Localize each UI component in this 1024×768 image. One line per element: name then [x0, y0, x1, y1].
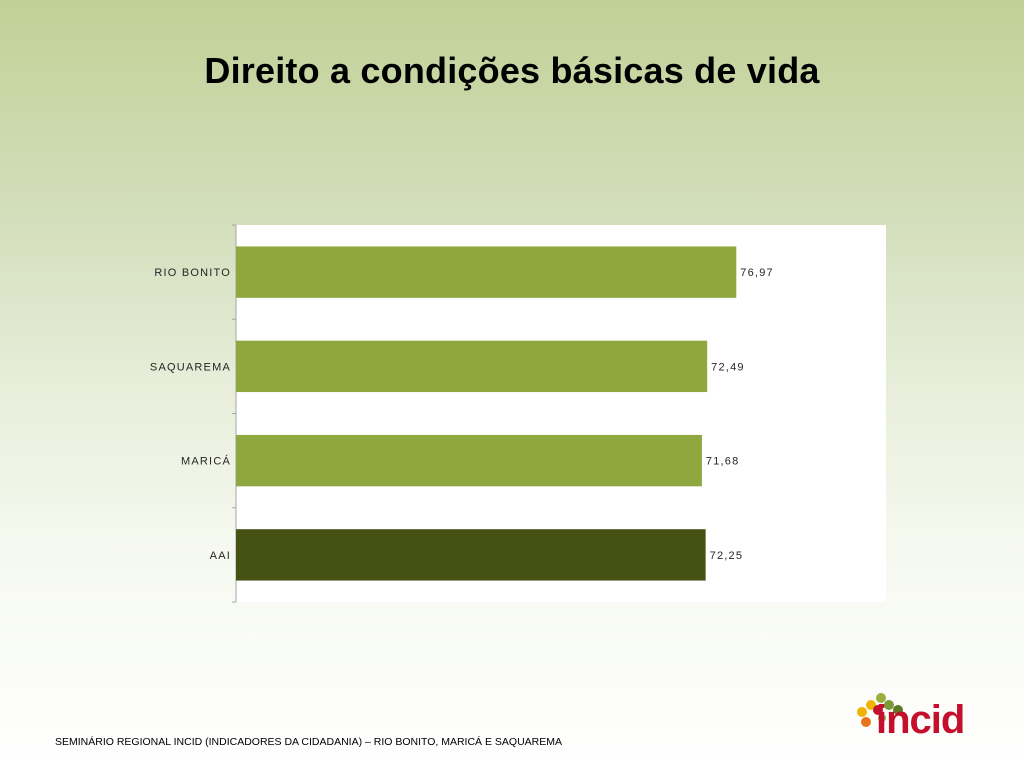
category-label: RIO BONITO: [154, 267, 231, 279]
value-label: 72,49: [711, 361, 745, 373]
bar-rio-bonito: [236, 246, 737, 298]
value-label: 72,25: [710, 550, 744, 562]
slide-title: Direito a condições básicas de vida: [204, 50, 820, 91]
bar-maric-: [236, 434, 702, 487]
value-label: 71,68: [706, 456, 740, 468]
value-label: 76,97: [740, 267, 774, 279]
bar-saquarema: [236, 340, 708, 393]
footer-text: SEMINÁRIO REGIONAL INCID (INDICADORES DA…: [55, 736, 562, 748]
category-label: AAI: [210, 550, 231, 562]
incid-logo: incid: [856, 690, 971, 752]
logo-text: incid: [876, 698, 965, 742]
logo-dots-icon: [857, 693, 903, 727]
category-label: SAQUAREMA: [150, 361, 231, 373]
category-label: MARICÁ: [181, 455, 231, 468]
bar-aai: [236, 529, 706, 581]
